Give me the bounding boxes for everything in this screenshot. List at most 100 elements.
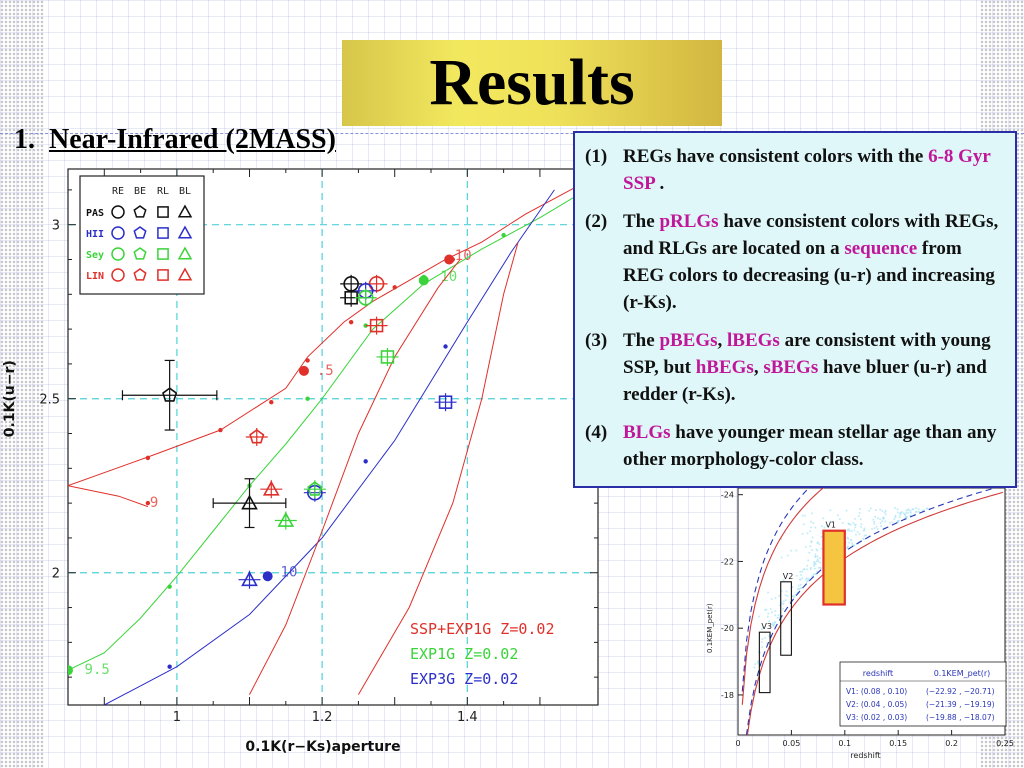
galaxy-dot	[816, 558, 819, 561]
data-point	[238, 570, 261, 589]
redshift-magnitude-plot: V1 V2 V3 0 0.05 0.1 0.15 0.2 0.25 -18 -20 -22 -24 red…	[706, 487, 1014, 760]
galaxy-dot	[814, 556, 817, 558]
galaxy-dot	[767, 612, 770, 615]
slide-title: Results	[429, 46, 635, 119]
x-axis-label: 0.1K(r−Ks)aperture	[245, 739, 400, 755]
x-tick-label: 1	[173, 710, 181, 725]
galaxy-dot	[881, 510, 884, 512]
symbol-legend: RE BE RL BL PAS HII Sey LIN	[79, 175, 205, 295]
data-point-symbol	[380, 350, 395, 364]
galaxy-dot	[838, 518, 841, 521]
finding-text: The pBEGs, lBEGs are consistent with you…	[623, 327, 1005, 408]
galaxy-dot	[859, 518, 862, 521]
legend-symbol	[157, 206, 169, 218]
bright-limit-curve-dashed	[741, 488, 810, 692]
track-age-label: 10	[281, 565, 298, 581]
red-ssp-track	[68, 182, 584, 487]
title-banner: Results	[342, 40, 722, 126]
galaxy-dot	[782, 579, 785, 582]
galaxy-dot	[852, 544, 855, 547]
data-point-symbol	[262, 480, 280, 496]
galaxy-dot	[777, 614, 780, 617]
galaxy-dot	[905, 511, 908, 514]
galaxy-dot	[808, 551, 811, 554]
galaxy-dot	[807, 577, 810, 580]
finding-text-part: have consistent colors with REGs, and RL…	[623, 211, 999, 259]
track-age-marker	[443, 344, 448, 349]
galaxy-dot	[780, 556, 783, 559]
galaxy-dot	[809, 566, 812, 569]
legend-symbol	[133, 205, 147, 218]
galaxy-dot	[768, 620, 771, 623]
volume-table-header: redshift	[863, 669, 893, 678]
legend-symbol	[157, 248, 169, 260]
galaxy-dot	[820, 525, 823, 528]
blue-exp3g-track	[104, 189, 555, 705]
symbol-legend-frame	[79, 175, 205, 295]
galaxy-dot	[763, 636, 766, 639]
galaxy-dot	[774, 614, 777, 617]
galaxy-dot	[846, 545, 849, 548]
data-point-symbol	[277, 511, 295, 527]
legend-row-label: Sey	[86, 250, 104, 261]
legend-symbol	[157, 227, 169, 239]
galaxy-dot	[765, 608, 768, 611]
volume-box-label: V1	[825, 521, 836, 530]
legend-symbol	[177, 204, 193, 218]
galaxy-dot	[850, 539, 853, 542]
galaxy-dot	[848, 529, 851, 532]
galaxy-dot	[815, 548, 818, 551]
data-point	[376, 347, 399, 366]
title-divider	[0, 133, 1024, 134]
galaxy-dot	[799, 583, 802, 586]
galaxy-dot	[884, 520, 887, 523]
galaxy-dot	[846, 546, 849, 549]
galaxy-dot	[818, 543, 821, 546]
galaxy-dot	[854, 526, 857, 529]
galaxy-dot	[799, 570, 802, 573]
legend-column-header: RL	[157, 186, 169, 197]
finding-text-part: ,	[753, 357, 764, 378]
track-age-label: 9.5	[85, 662, 110, 678]
galaxy-dot	[909, 509, 912, 512]
track-age-marker	[348, 319, 354, 325]
galaxy-dot	[893, 518, 896, 521]
galaxy-dot	[852, 521, 855, 524]
galaxy-dot	[882, 516, 885, 519]
galaxy-dot	[860, 525, 862, 528]
highlighted-term: hBEGs	[695, 357, 754, 378]
data-point	[121, 359, 218, 431]
galaxy-dot	[758, 615, 760, 618]
galaxy-dot	[873, 522, 876, 525]
galaxy-dot	[847, 528, 850, 531]
galaxy-dot	[792, 595, 795, 598]
galaxy-dot	[903, 513, 906, 516]
track-age-marker	[305, 358, 310, 363]
legend-symbol	[177, 267, 193, 281]
legend-symbol	[133, 247, 147, 260]
galaxy-dot	[915, 507, 918, 510]
galaxy-dot	[864, 534, 867, 537]
galaxy-dot	[858, 512, 861, 514]
galaxy-dot	[905, 509, 908, 512]
galaxy-dot	[881, 520, 884, 523]
galaxy-dot	[898, 516, 901, 519]
galaxy-dot	[801, 514, 804, 517]
galaxy-dot	[814, 526, 817, 529]
galaxy-dot	[811, 536, 814, 539]
galaxy-dot	[907, 511, 910, 514]
galaxy-dot	[836, 514, 839, 517]
galaxy-dot	[871, 527, 873, 530]
galaxy-dot	[801, 570, 804, 573]
galaxy-dot	[880, 525, 883, 528]
highlighted-term: sequence	[844, 238, 918, 259]
galaxy-dot	[915, 510, 918, 513]
galaxy-dot	[816, 570, 819, 573]
legend-symbol	[111, 226, 125, 240]
galaxy-dot	[875, 509, 877, 511]
galaxy-dot	[817, 560, 820, 563]
finding-number: (1)	[585, 146, 608, 167]
galaxy-dot	[814, 553, 817, 556]
galaxy-dot	[769, 608, 772, 610]
galaxy-dot	[897, 519, 900, 522]
